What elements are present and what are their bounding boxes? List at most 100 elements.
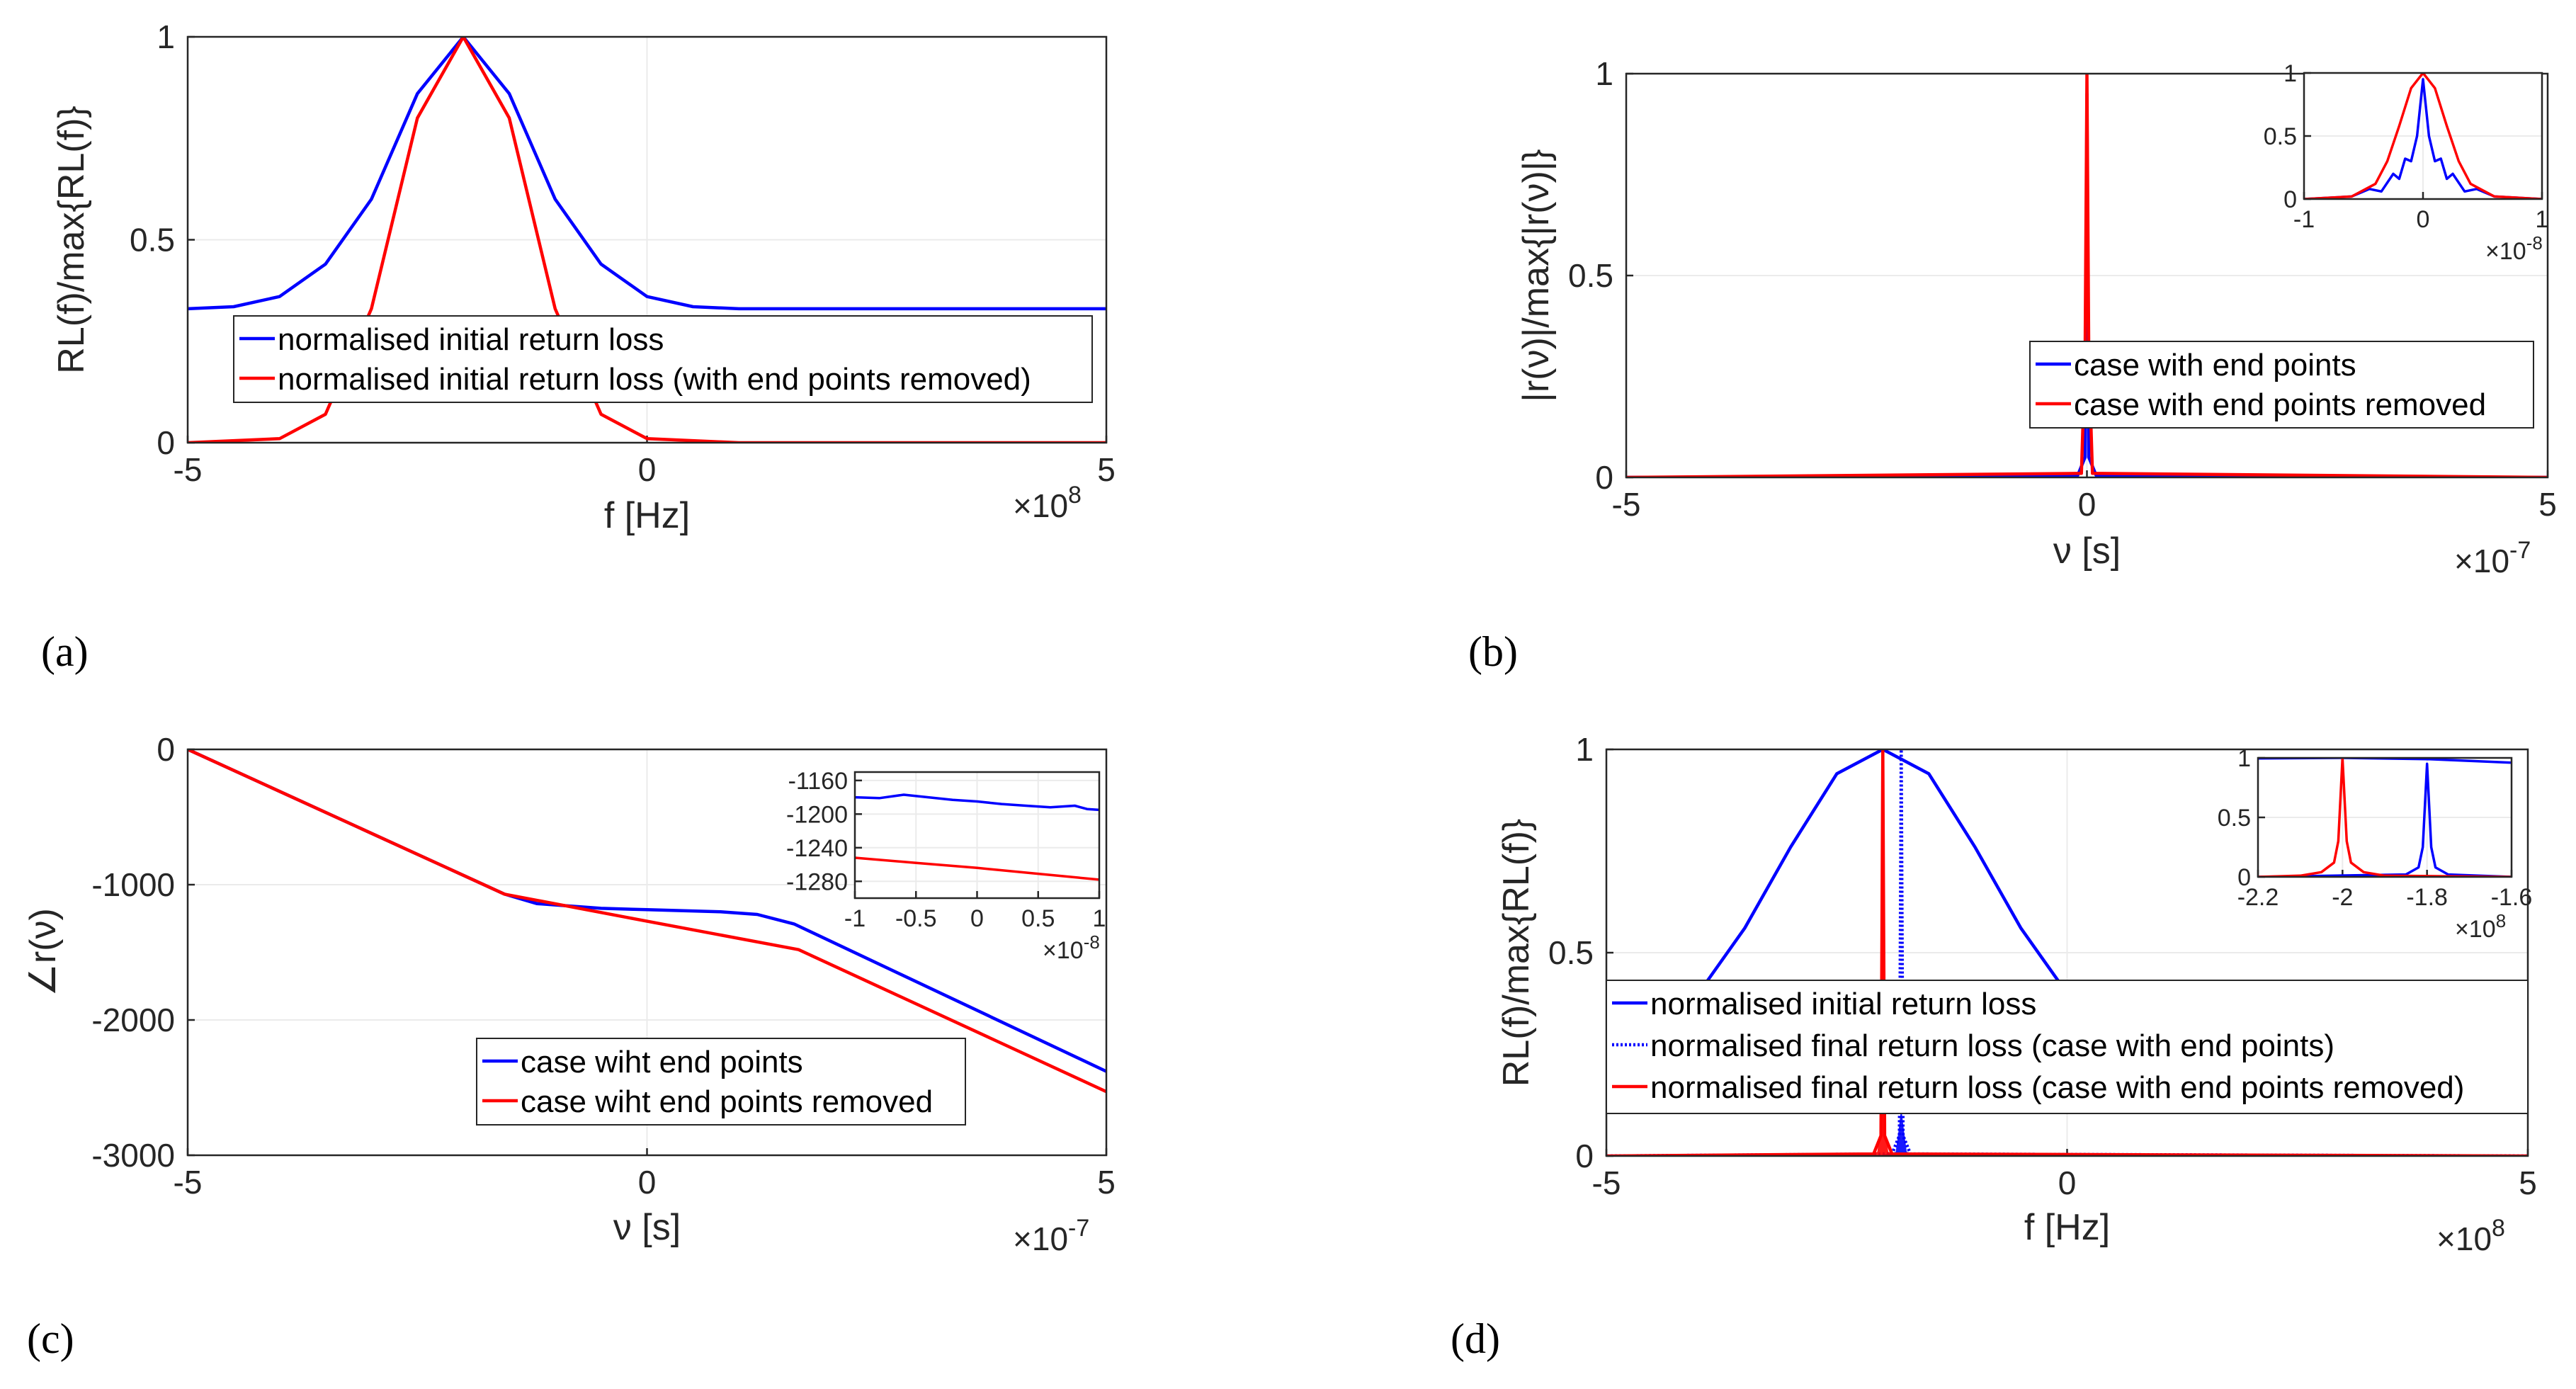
- x-tick-label: -2.2: [2237, 884, 2279, 911]
- series-spike-fill-2: [1859, 1107, 1907, 1156]
- series-spike-fill-1: [1877, 1107, 1926, 1156]
- x-tick-label: 1: [2536, 206, 2549, 233]
- legend-box: [476, 1038, 966, 1126]
- y-tick-label: 1: [1575, 731, 1594, 768]
- panel-label: (b): [1468, 628, 1518, 675]
- y-tick-label: -1200: [786, 801, 848, 828]
- y-tick-label: 0: [1575, 1138, 1594, 1174]
- legend-entry: normalised initial return loss (with end…: [278, 362, 1031, 397]
- x-tick-label: -2: [2332, 884, 2353, 911]
- y-tick-label: -1240: [786, 835, 848, 862]
- x-tick-label: 0: [2058, 1164, 2077, 1201]
- series-line-1: [188, 749, 1106, 1094]
- x-tick-label: 5: [1097, 1164, 1116, 1201]
- x-exponent-label: ×10-7: [1013, 1215, 1089, 1257]
- axes-frame: [1625, 72, 2549, 479]
- y-tick-label: 1: [157, 18, 175, 55]
- y-tick-label: 0.5: [2264, 123, 2297, 150]
- y-tick-label: 0: [1595, 459, 1613, 496]
- y-tick-label: 0.5: [1568, 257, 1613, 294]
- panel-label: (a): [41, 628, 89, 675]
- x-tick-label: 5: [2538, 486, 2557, 523]
- legend-box: [233, 315, 1093, 403]
- legend-box: [2029, 341, 2534, 429]
- x-tick-label: 0: [2417, 206, 2430, 233]
- inset-series-line-2: [2258, 758, 2512, 877]
- x-exponent-label: ×10-8: [1043, 931, 1100, 964]
- x-tick-label: -5: [1612, 486, 1641, 523]
- axes-frame: [853, 771, 1101, 900]
- legend-box: [1606, 980, 2529, 1114]
- legend: normalised initial return loss normalised…: [233, 315, 1093, 403]
- legend-entry: case wiht end points removed: [521, 1084, 933, 1119]
- x-tick-label: 5: [2519, 1164, 2537, 1201]
- inset-axes-3: -2.2 -2 -1.8 -1.6 0 0.5 1 ×108: [2218, 745, 2533, 943]
- x-tick-label: 0: [2078, 486, 2096, 523]
- y-tick-label: 1: [2237, 745, 2251, 772]
- legend-entry: normalised final return loss (case with …: [1650, 1028, 2334, 1063]
- x-exponent-label: ×108: [2455, 910, 2506, 943]
- x-exponent-label: ×10-7: [2454, 537, 2531, 579]
- axes-frame: [2303, 72, 2543, 200]
- x-tick-label: -1: [2293, 206, 2315, 233]
- x-tick-label: 5: [1097, 451, 1116, 488]
- x-tick-label: 0: [638, 451, 657, 488]
- x-tick-label: 1: [1093, 905, 1106, 932]
- x-tick-label: 0: [970, 905, 984, 932]
- inset-series-line-1: [855, 856, 1099, 881]
- series-line-1: [188, 37, 1106, 443]
- legend: normalised initial return loss normalised…: [1606, 980, 2529, 1114]
- y-tick-label: -2000: [91, 1002, 175, 1038]
- x-axis-label: ν [s]: [613, 1207, 681, 1248]
- y-tick-label: 0.5: [130, 222, 175, 259]
- legend-entry: case wiht end points: [521, 1045, 803, 1079]
- series-line-0: [188, 37, 1106, 311]
- axes-frame: [1605, 748, 2529, 1157]
- legend: case with end points case with end points…: [2029, 341, 2534, 429]
- inset-series-line-1: [2304, 73, 2542, 199]
- x-tick-label: -5: [174, 1164, 203, 1201]
- panel-label: (c): [27, 1315, 74, 1362]
- x-axis-label: ν [s]: [2053, 531, 2121, 572]
- y-tick-label: 1: [1595, 55, 1613, 92]
- y-axis-label: RL(f)/max{RL(f)}: [51, 106, 92, 374]
- axes-frame: [186, 748, 1108, 1157]
- y-axis-label: RL(f)/max{RL(f)}: [1496, 819, 1537, 1087]
- inset-series-line-0: [2304, 78, 2542, 199]
- inset-series-line-0: [855, 793, 1099, 812]
- legend-entry: normalised initial return loss: [1650, 987, 2036, 1021]
- y-tick-label: -1000: [91, 866, 175, 903]
- x-tick-label: 0.5: [1021, 905, 1055, 932]
- axes-frame: [186, 35, 1108, 444]
- x-tick-label: 0: [638, 1164, 657, 1201]
- inset-axes-1: -1 0 100.51×10-8: [2264, 60, 2549, 265]
- x-tick-label: -5: [1592, 1164, 1621, 1201]
- y-tick-label: 1: [2283, 60, 2297, 87]
- x-tick-label: -1.6: [2491, 884, 2533, 911]
- y-tick-label: 0: [2237, 864, 2251, 891]
- y-tick-label: -3000: [91, 1137, 175, 1174]
- x-axis-label: f [Hz]: [604, 495, 690, 536]
- y-tick-label: 0: [157, 424, 175, 461]
- x-tick-label: -5: [174, 451, 203, 488]
- inset-series-line-1: [2258, 762, 2512, 877]
- x-exponent-label: ×108: [2436, 1215, 2505, 1257]
- legend-entry: normalised final return loss (case with …: [1650, 1070, 2464, 1105]
- inset-axes-2: -1 -0.5 0 0.5 1 -1160 -1200 -1240 -1280 ×10-8: [786, 768, 1106, 964]
- axes-frame: [2257, 756, 2513, 878]
- y-tick-label: 0.5: [2218, 805, 2251, 832]
- panel-label: (d): [1451, 1315, 1500, 1362]
- series-line-1: [1626, 74, 2548, 477]
- y-axis-label: ∠r(ν): [23, 908, 64, 997]
- x-tick-label: -0.5: [895, 905, 937, 932]
- y-tick-label: 0.5: [1548, 934, 1594, 971]
- legend-entry: normalised initial return loss: [278, 322, 664, 357]
- y-tick-label: 0: [2283, 186, 2297, 213]
- legend-entry: case with end points: [2074, 348, 2356, 382]
- y-tick-label: -1280: [786, 868, 848, 895]
- y-axis-label: |r(ν)|/max{|r(ν)|}: [1516, 149, 1557, 402]
- y-tick-label: 0: [157, 731, 175, 768]
